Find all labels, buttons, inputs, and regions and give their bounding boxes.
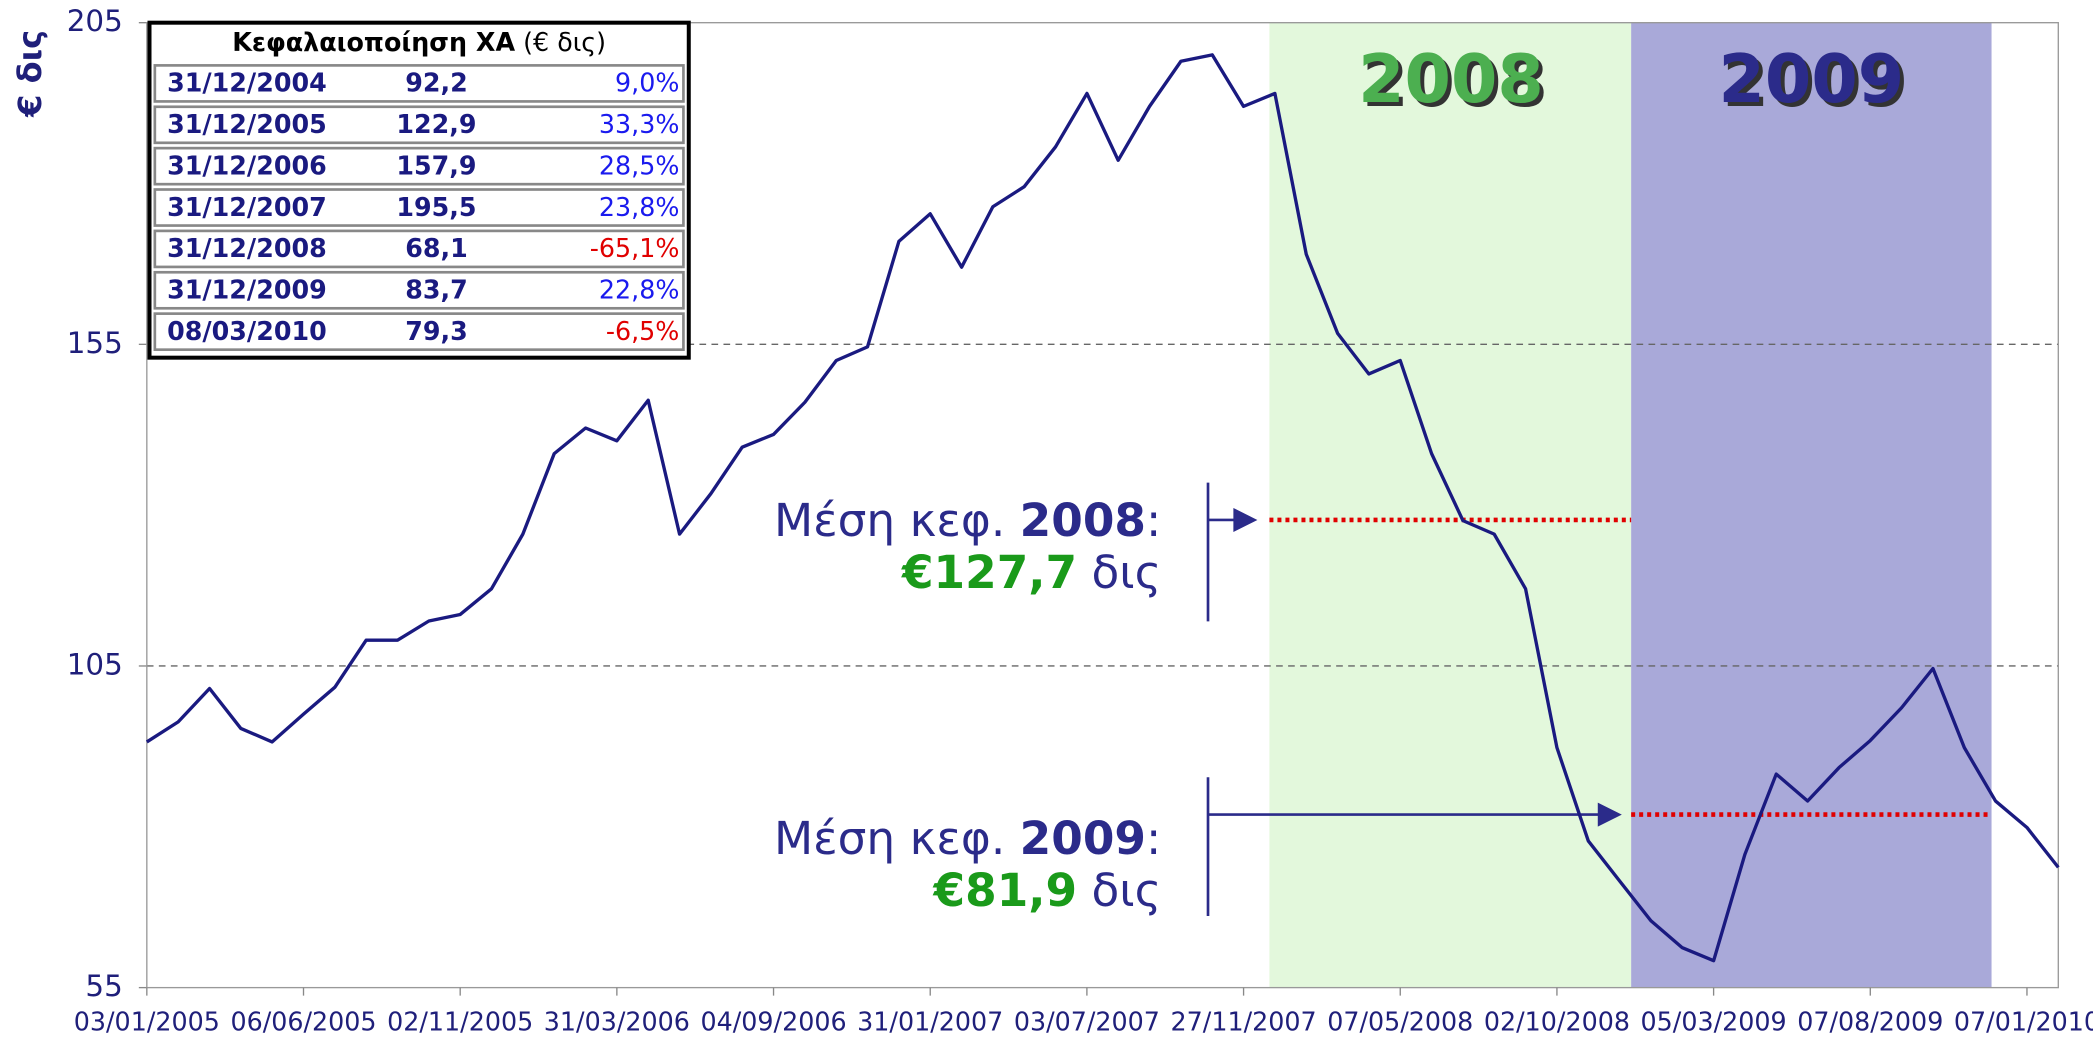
table-date: 08/03/2010 <box>167 316 327 346</box>
band-label-shadow: 2009 <box>1722 44 1908 122</box>
annotation-unit: δις <box>1092 863 1162 916</box>
y-tick-label: 105 <box>67 647 123 681</box>
table-change: -6,5% <box>606 316 680 346</box>
table-row <box>153 146 685 186</box>
annotation-line2: €127,7 δις <box>901 546 1161 599</box>
y-tick-label: 55 <box>85 969 122 1003</box>
table-date: 31/12/2009 <box>167 275 327 305</box>
annotation-line1: Μέση κεφ. 2009: <box>774 811 1161 864</box>
table-title: Κεφαλαιοποίηση ΧΑ (€ δις) <box>232 27 606 57</box>
x-tick-label: 07/01/2010 <box>1954 1007 2093 1037</box>
table-value: 195,5 <box>396 192 476 222</box>
table-date: 31/12/2004 <box>167 68 327 98</box>
table-title-text: Κεφαλαιοποίηση ΧΑ <box>232 27 515 57</box>
annotation-line2: €81,9 δις <box>933 863 1162 916</box>
table-value: 68,1 <box>405 233 468 263</box>
table-value: 79,3 <box>405 316 468 346</box>
arrow-head <box>1597 802 1622 827</box>
table-value: 157,9 <box>396 150 476 180</box>
x-tick-label: 05/03/2009 <box>1641 1007 1787 1037</box>
x-tick-label: 31/03/2006 <box>544 1007 690 1037</box>
annotation-suffix: : <box>1146 494 1161 547</box>
annotation-unit: δις <box>1092 546 1162 599</box>
table-date: 31/12/2006 <box>167 150 327 180</box>
table-change: 22,8% <box>599 275 680 305</box>
y-axis-label: € δις <box>11 30 49 118</box>
table-title-unit: (€ δις) <box>523 27 606 57</box>
x-tick-label: 07/08/2009 <box>1797 1007 1943 1037</box>
annotation-year: 2009 <box>1020 811 1146 864</box>
table-change: 9,0% <box>615 68 679 98</box>
y-tick-label: 155 <box>67 326 123 360</box>
annotation-year: 2008 <box>1020 494 1146 547</box>
x-tick-label: 02/10/2008 <box>1484 1007 1630 1037</box>
x-tick-label: 06/06/2005 <box>230 1007 376 1037</box>
table-row <box>153 229 685 269</box>
table-row <box>153 312 685 352</box>
table-row <box>153 64 685 103</box>
plot-border <box>146 22 2059 989</box>
arrow-head <box>1233 507 1258 532</box>
annotation-value: €81,9 <box>933 863 1078 916</box>
table-change: 23,8% <box>599 192 680 222</box>
band-label: 2009 <box>1718 40 1904 118</box>
table-date: 31/12/2005 <box>167 109 327 139</box>
x-tick-label: 02/11/2005 <box>387 1007 533 1037</box>
series-line <box>145 53 2060 963</box>
table-change: -65,1% <box>590 233 680 263</box>
x-tick-label: 07/05/2008 <box>1327 1007 1473 1037</box>
x-tick-label: 03/07/2007 <box>1014 1007 1160 1037</box>
band-label-shadow: 2008 <box>1362 44 1548 122</box>
table-row <box>153 105 685 145</box>
table-date: 31/12/2008 <box>167 233 327 263</box>
table-row <box>153 270 685 310</box>
annotation-value: €127,7 <box>901 546 1077 599</box>
annotation-line1: Μέση κεφ. 2008: <box>774 494 1161 547</box>
year-band <box>1269 22 1632 988</box>
table-row <box>153 188 685 227</box>
table-change: 28,5% <box>599 150 680 180</box>
x-tick-label: 27/11/2007 <box>1171 1007 1317 1037</box>
annotation-suffix: : <box>1146 811 1161 864</box>
year-band <box>1631 22 1992 988</box>
table-change: 33,3% <box>599 109 680 139</box>
x-tick-label: 31/01/2007 <box>857 1007 1003 1037</box>
y-tick-label: 205 <box>67 4 123 38</box>
band-label: 2008 <box>1358 40 1544 118</box>
table-value: 122,9 <box>396 109 476 139</box>
table-value: 92,2 <box>405 68 468 98</box>
x-tick-label: 04/09/2006 <box>700 1007 846 1037</box>
x-tick-label: 03/01/2005 <box>74 1007 220 1037</box>
table-value: 83,7 <box>405 275 468 305</box>
table-date: 31/12/2007 <box>167 192 327 222</box>
annotation-prefix: Μέση κεφ. <box>774 494 1005 547</box>
annotation-prefix: Μέση κεφ. <box>774 811 1005 864</box>
